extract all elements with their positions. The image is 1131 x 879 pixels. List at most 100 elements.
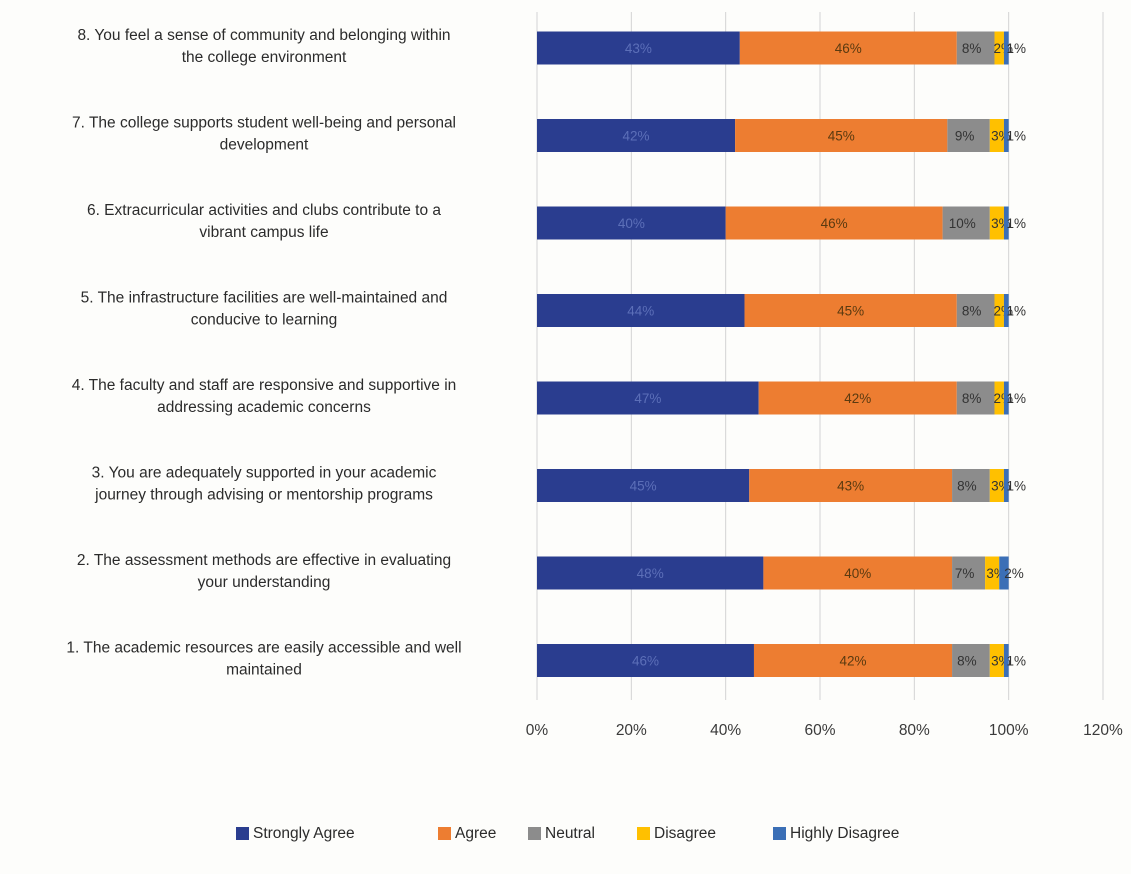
bar-segment	[537, 119, 736, 152]
bar-segment	[956, 381, 995, 415]
bar-segment	[735, 119, 948, 152]
bar-data-label: 45%	[837, 304, 864, 319]
bar-data-label: 1%	[1007, 479, 1027, 494]
category-label: journey through advising or mentorship p…	[94, 487, 433, 504]
bar-data-label: 7%	[955, 566, 975, 581]
bar-segment	[537, 381, 759, 415]
category-label: vibrant campus life	[199, 224, 328, 241]
bar-segment	[739, 31, 957, 65]
bar-segment	[947, 119, 990, 152]
legend-entry: Agree	[455, 825, 496, 842]
bar-data-label: 8%	[957, 479, 977, 494]
bar-data-label: 46%	[821, 216, 848, 231]
bar-segment	[994, 381, 1004, 415]
x-tick-label: 0%	[526, 722, 549, 739]
bar-segment	[989, 644, 1004, 677]
category-label: maintained	[226, 662, 302, 679]
bar-segment	[1003, 381, 1009, 415]
bar-data-label: 1%	[1007, 391, 1027, 406]
bar-data-label: 48%	[637, 566, 664, 581]
category-label: 4. The faculty and staff are responsive …	[72, 377, 457, 394]
bar-segment	[989, 119, 1004, 152]
legend-swatch	[438, 827, 451, 840]
bar-segment	[952, 469, 990, 502]
bar-segment	[537, 206, 726, 240]
bar-segment	[999, 556, 1009, 590]
bar-data-label: 8%	[962, 304, 982, 319]
category-label: the college environment	[182, 49, 347, 66]
bar-segment	[753, 644, 953, 677]
category-label: 8. You feel a sense of community and bel…	[77, 27, 450, 44]
x-tick-label: 100%	[989, 722, 1029, 739]
bar-data-label: 42%	[844, 391, 871, 406]
bar-segment	[989, 206, 1004, 240]
bar-data-label: 43%	[837, 479, 864, 494]
bar-data-label: 1%	[1007, 304, 1027, 319]
bar-data-label: 46%	[835, 41, 862, 56]
category-labels: 8. You feel a sense of community and bel…	[66, 27, 461, 679]
bar-data-label: 8%	[962, 391, 982, 406]
bar-segment	[956, 31, 995, 65]
x-tick-label: 60%	[804, 722, 835, 739]
bar-segment	[956, 294, 995, 327]
bar-segment	[1003, 119, 1009, 152]
bar-segment	[537, 644, 754, 677]
bar-data-label: 42%	[840, 654, 867, 669]
category-label: 6. Extracurricular activities and clubs …	[87, 202, 441, 219]
bar-segment	[537, 469, 750, 502]
bar-segment	[537, 294, 745, 327]
category-label: 5. The infrastructure facilities are wel…	[81, 290, 448, 307]
bar-segment	[758, 381, 957, 415]
bar-segment	[537, 31, 740, 65]
category-label: your understanding	[198, 574, 331, 591]
bar-segment	[1003, 294, 1009, 327]
bar-data-label: 1%	[1007, 216, 1027, 231]
bar-data-label: 1%	[1007, 654, 1027, 669]
legend-entry: Neutral	[545, 825, 595, 842]
category-label: conducive to learning	[191, 312, 338, 329]
bar-data-label: 2%	[1004, 566, 1024, 581]
bar-data-label: 40%	[844, 566, 871, 581]
x-tick-label: 80%	[899, 722, 930, 739]
legend-swatch	[637, 827, 650, 840]
category-label: 1. The academic resources are easily acc…	[66, 640, 461, 657]
legend-entry: Strongly Agree	[253, 825, 355, 842]
bar-data-label: 43%	[625, 41, 652, 56]
bar-segment	[942, 206, 990, 240]
x-tick-label: 40%	[710, 722, 741, 739]
bar-data-label: 47%	[634, 391, 661, 406]
bar-segment	[989, 469, 1004, 502]
bar-segment	[1003, 31, 1009, 65]
bar-segment	[985, 556, 1000, 590]
category-label: 2. The assessment methods are effective …	[77, 552, 451, 569]
bar-segment	[1003, 206, 1009, 240]
bar-data-label: 1%	[1007, 129, 1027, 144]
category-label: 7. The college supports student well-bei…	[72, 115, 456, 132]
bars: 43% 46% 8% 2%1%42% 45% 9% 3%1%40% 46% 10% 3%1%44%…	[537, 31, 1027, 677]
bar-data-label: 9%	[955, 129, 975, 144]
legend: Strongly Agree Agree Neutral Disagree Highly…	[236, 825, 899, 842]
x-tick-label: 20%	[616, 722, 647, 739]
category-label: development	[220, 137, 309, 154]
bar-segment	[1003, 469, 1009, 502]
bar-data-label: 40%	[618, 216, 645, 231]
legend-entry: Highly Disagree	[790, 825, 899, 842]
bar-segment	[749, 469, 953, 502]
x-axis-tick-labels: 0% 20% 40% 60% 80% 100% 120%	[526, 722, 1123, 739]
bar-segment	[952, 644, 990, 677]
bar-data-label: 45%	[630, 479, 657, 494]
bar-segment	[537, 556, 764, 590]
bar-segment	[952, 556, 986, 590]
bar-segment	[725, 206, 943, 240]
bar-segment	[763, 556, 953, 590]
bar-data-label: 8%	[957, 654, 977, 669]
bar-data-label: 1%	[1007, 41, 1027, 56]
bar-segment	[1003, 644, 1009, 677]
category-label: 3. You are adequately supported in your …	[92, 465, 437, 482]
bar-segment	[994, 31, 1004, 65]
legend-swatch	[773, 827, 786, 840]
x-tick-label: 120%	[1083, 722, 1123, 739]
legend-swatch	[236, 827, 249, 840]
